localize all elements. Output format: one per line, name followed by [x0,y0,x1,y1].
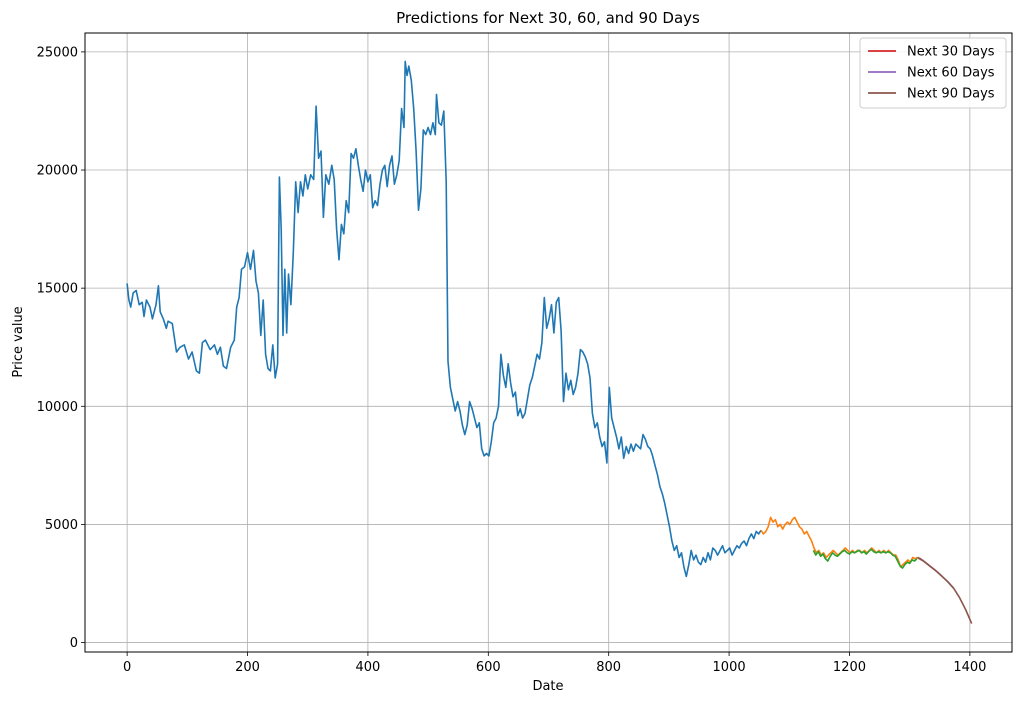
y-tick-label: 20000 [37,164,78,179]
legend-entry-label: Next 30 Days [907,45,995,60]
legend-entry-label: Next 90 Days [907,87,995,102]
legend: Next 30 Days Next 60 Days Next 90 Days [859,37,1007,109]
plot-frame [84,32,1013,653]
history-line [126,60,762,578]
series-group [126,60,973,624]
y-tick-label: 10000 [37,400,78,415]
x-tick-label: 1200 [833,660,866,675]
chart-title: Predictions for Next 30, 60, and 90 Days [396,9,700,27]
y-axis-ticks: 0 5000 10000 15000 20000 25000 [37,45,85,651]
y-tick-label: 25000 [37,45,78,60]
x-tick-label: 1400 [953,660,986,675]
grid-lines [85,33,1012,652]
x-tick-label: 1000 [713,660,746,675]
y-tick-label: 0 [70,636,78,651]
x-tick-label: 600 [476,660,501,675]
y-axis-label: Price value [11,306,26,377]
legend-entry-label: Next 60 Days [907,66,995,81]
x-tick-label: 800 [596,660,621,675]
x-tick-label: 200 [235,660,260,675]
x-tick-label: 0 [123,660,131,675]
x-tick-label: 400 [356,660,381,675]
prediction-line [812,548,918,569]
y-tick-label: 15000 [37,282,78,297]
next-90-days-line [917,556,973,624]
x-axis-ticks: 0 200 400 600 800 1000 1200 1400 [123,652,986,675]
x-axis-label: Date [532,679,563,694]
legend-box [859,37,1007,109]
y-tick-label: 5000 [45,518,78,533]
